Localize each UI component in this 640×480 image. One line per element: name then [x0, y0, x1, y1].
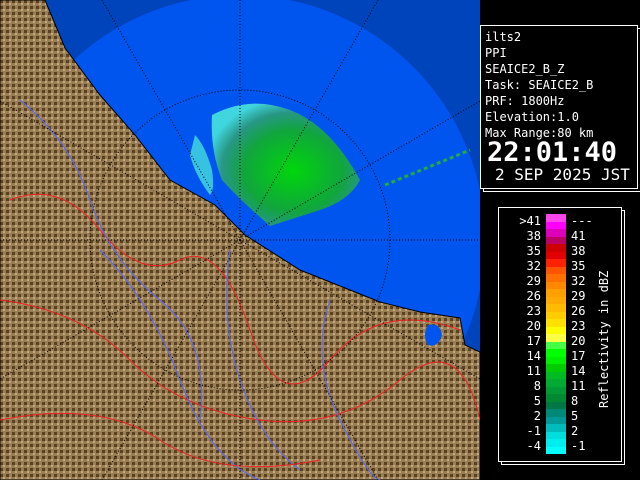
legend-max-label: 29: [571, 289, 586, 303]
legend-row: 20 23: [499, 319, 621, 334]
legend-min-label: >41: [519, 214, 541, 228]
legend-min-label: 2: [533, 409, 541, 423]
legend-min-label: 14: [526, 349, 541, 363]
max-range-value: Max Range:80 km: [485, 126, 594, 140]
radar-ppi-map: [0, 0, 480, 480]
legend-min-label: -1: [526, 424, 541, 438]
legend-swatch: [546, 229, 566, 244]
legend-max-label: 35: [571, 259, 586, 273]
legend-max-label: 23: [571, 319, 586, 333]
scan-date: 2 SEP 2025 JST: [495, 165, 630, 184]
legend-max-label: 26: [571, 304, 586, 318]
legend-row: 17 20: [499, 334, 621, 349]
legend-row: 35 38: [499, 244, 621, 259]
range-grid: [0, 0, 480, 480]
legend-min-label: 38: [526, 229, 541, 243]
legend-row: 23 26: [499, 304, 621, 319]
legend-max-label: 11: [571, 379, 586, 393]
task-name: Task: SEAICE2_B: [485, 78, 594, 92]
legend-row: 32 35: [499, 259, 621, 274]
legend-row: 8 11: [499, 379, 621, 394]
legend-row: 2 5: [499, 409, 621, 424]
legend-swatch: [546, 394, 566, 409]
legend-min-label: 5: [533, 394, 541, 408]
elevation-value: Elevation:1.0: [485, 110, 579, 124]
echo-cluster: [211, 103, 360, 226]
legend-row: 11 14: [499, 364, 621, 379]
legend-swatch: [546, 319, 566, 334]
legend-min-label: 29: [526, 274, 541, 288]
legend-unit: Reflectivity in dBZ: [597, 270, 611, 408]
legend-swatch: [546, 334, 566, 349]
legend-swatch: [546, 214, 566, 229]
legend-max-label: 5: [571, 409, 579, 423]
legend-max-label: ---: [571, 214, 593, 228]
legend-swatch: [546, 244, 566, 259]
legend-max-label: 20: [571, 334, 586, 348]
legend-max-label: 8: [571, 394, 579, 408]
color-legend: >41 --- 38 41 35 38 32 35 29 32 26 29 23 26 20 …: [498, 207, 622, 462]
legend-min-label: 32: [526, 259, 541, 273]
legend-min-label: 20: [526, 319, 541, 333]
legend-swatch: [546, 304, 566, 319]
legend-min-label: 35: [526, 244, 541, 258]
legend-max-label: 14: [571, 364, 586, 378]
echo-fringe: [190, 135, 214, 195]
legend-max-label: 2: [571, 424, 579, 438]
legend-swatch: [546, 349, 566, 364]
legend-min-label: 8: [533, 379, 541, 393]
legend-min-label: 11: [526, 364, 541, 378]
legend-swatch: [546, 424, 566, 439]
legend-swatch: [546, 379, 566, 394]
legend-swatch: [546, 259, 566, 274]
legend-max-label: 38: [571, 244, 586, 258]
legend-min-label: 23: [526, 304, 541, 318]
legend-max-label: 17: [571, 349, 586, 363]
legend-min-label: 26: [526, 289, 541, 303]
legend-row: 26 29: [499, 289, 621, 304]
legend-swatch: [546, 409, 566, 424]
legend-max-label: 41: [571, 229, 586, 243]
legend-row: 38 41: [499, 229, 621, 244]
legend-swatch: [546, 364, 566, 379]
legend-swatch: [546, 439, 566, 454]
legend-swatch: [546, 289, 566, 304]
legend-row: 29 32: [499, 274, 621, 289]
legend-row: -4 -1: [499, 439, 621, 454]
info-panel: ilts2 PPI SEAICE2_B_Z Task: SEAICE2_B PR…: [480, 25, 638, 189]
echo-line: [384, 148, 471, 187]
legend-row: 14 17: [499, 349, 621, 364]
legend-min-label: -4: [526, 439, 541, 453]
legend-row: >41 ---: [499, 214, 621, 229]
radar-name: ilts2: [485, 30, 522, 44]
legend-max-label: 32: [571, 274, 586, 288]
scan-mode: PPI: [485, 46, 507, 60]
rivers: [0, 99, 480, 480]
legend-min-label: 17: [526, 334, 541, 348]
legend-row: -1 2: [499, 424, 621, 439]
scan-time: 22:01:40: [487, 137, 618, 168]
product-name: SEAICE2_B_Z: [485, 62, 565, 76]
harbor: [425, 324, 442, 346]
legend-swatch: [546, 274, 566, 289]
legend-max-label: -1: [571, 439, 586, 453]
legend-row: 5 8: [499, 394, 621, 409]
prf-value: PRF: 1800Hz: [485, 94, 565, 108]
